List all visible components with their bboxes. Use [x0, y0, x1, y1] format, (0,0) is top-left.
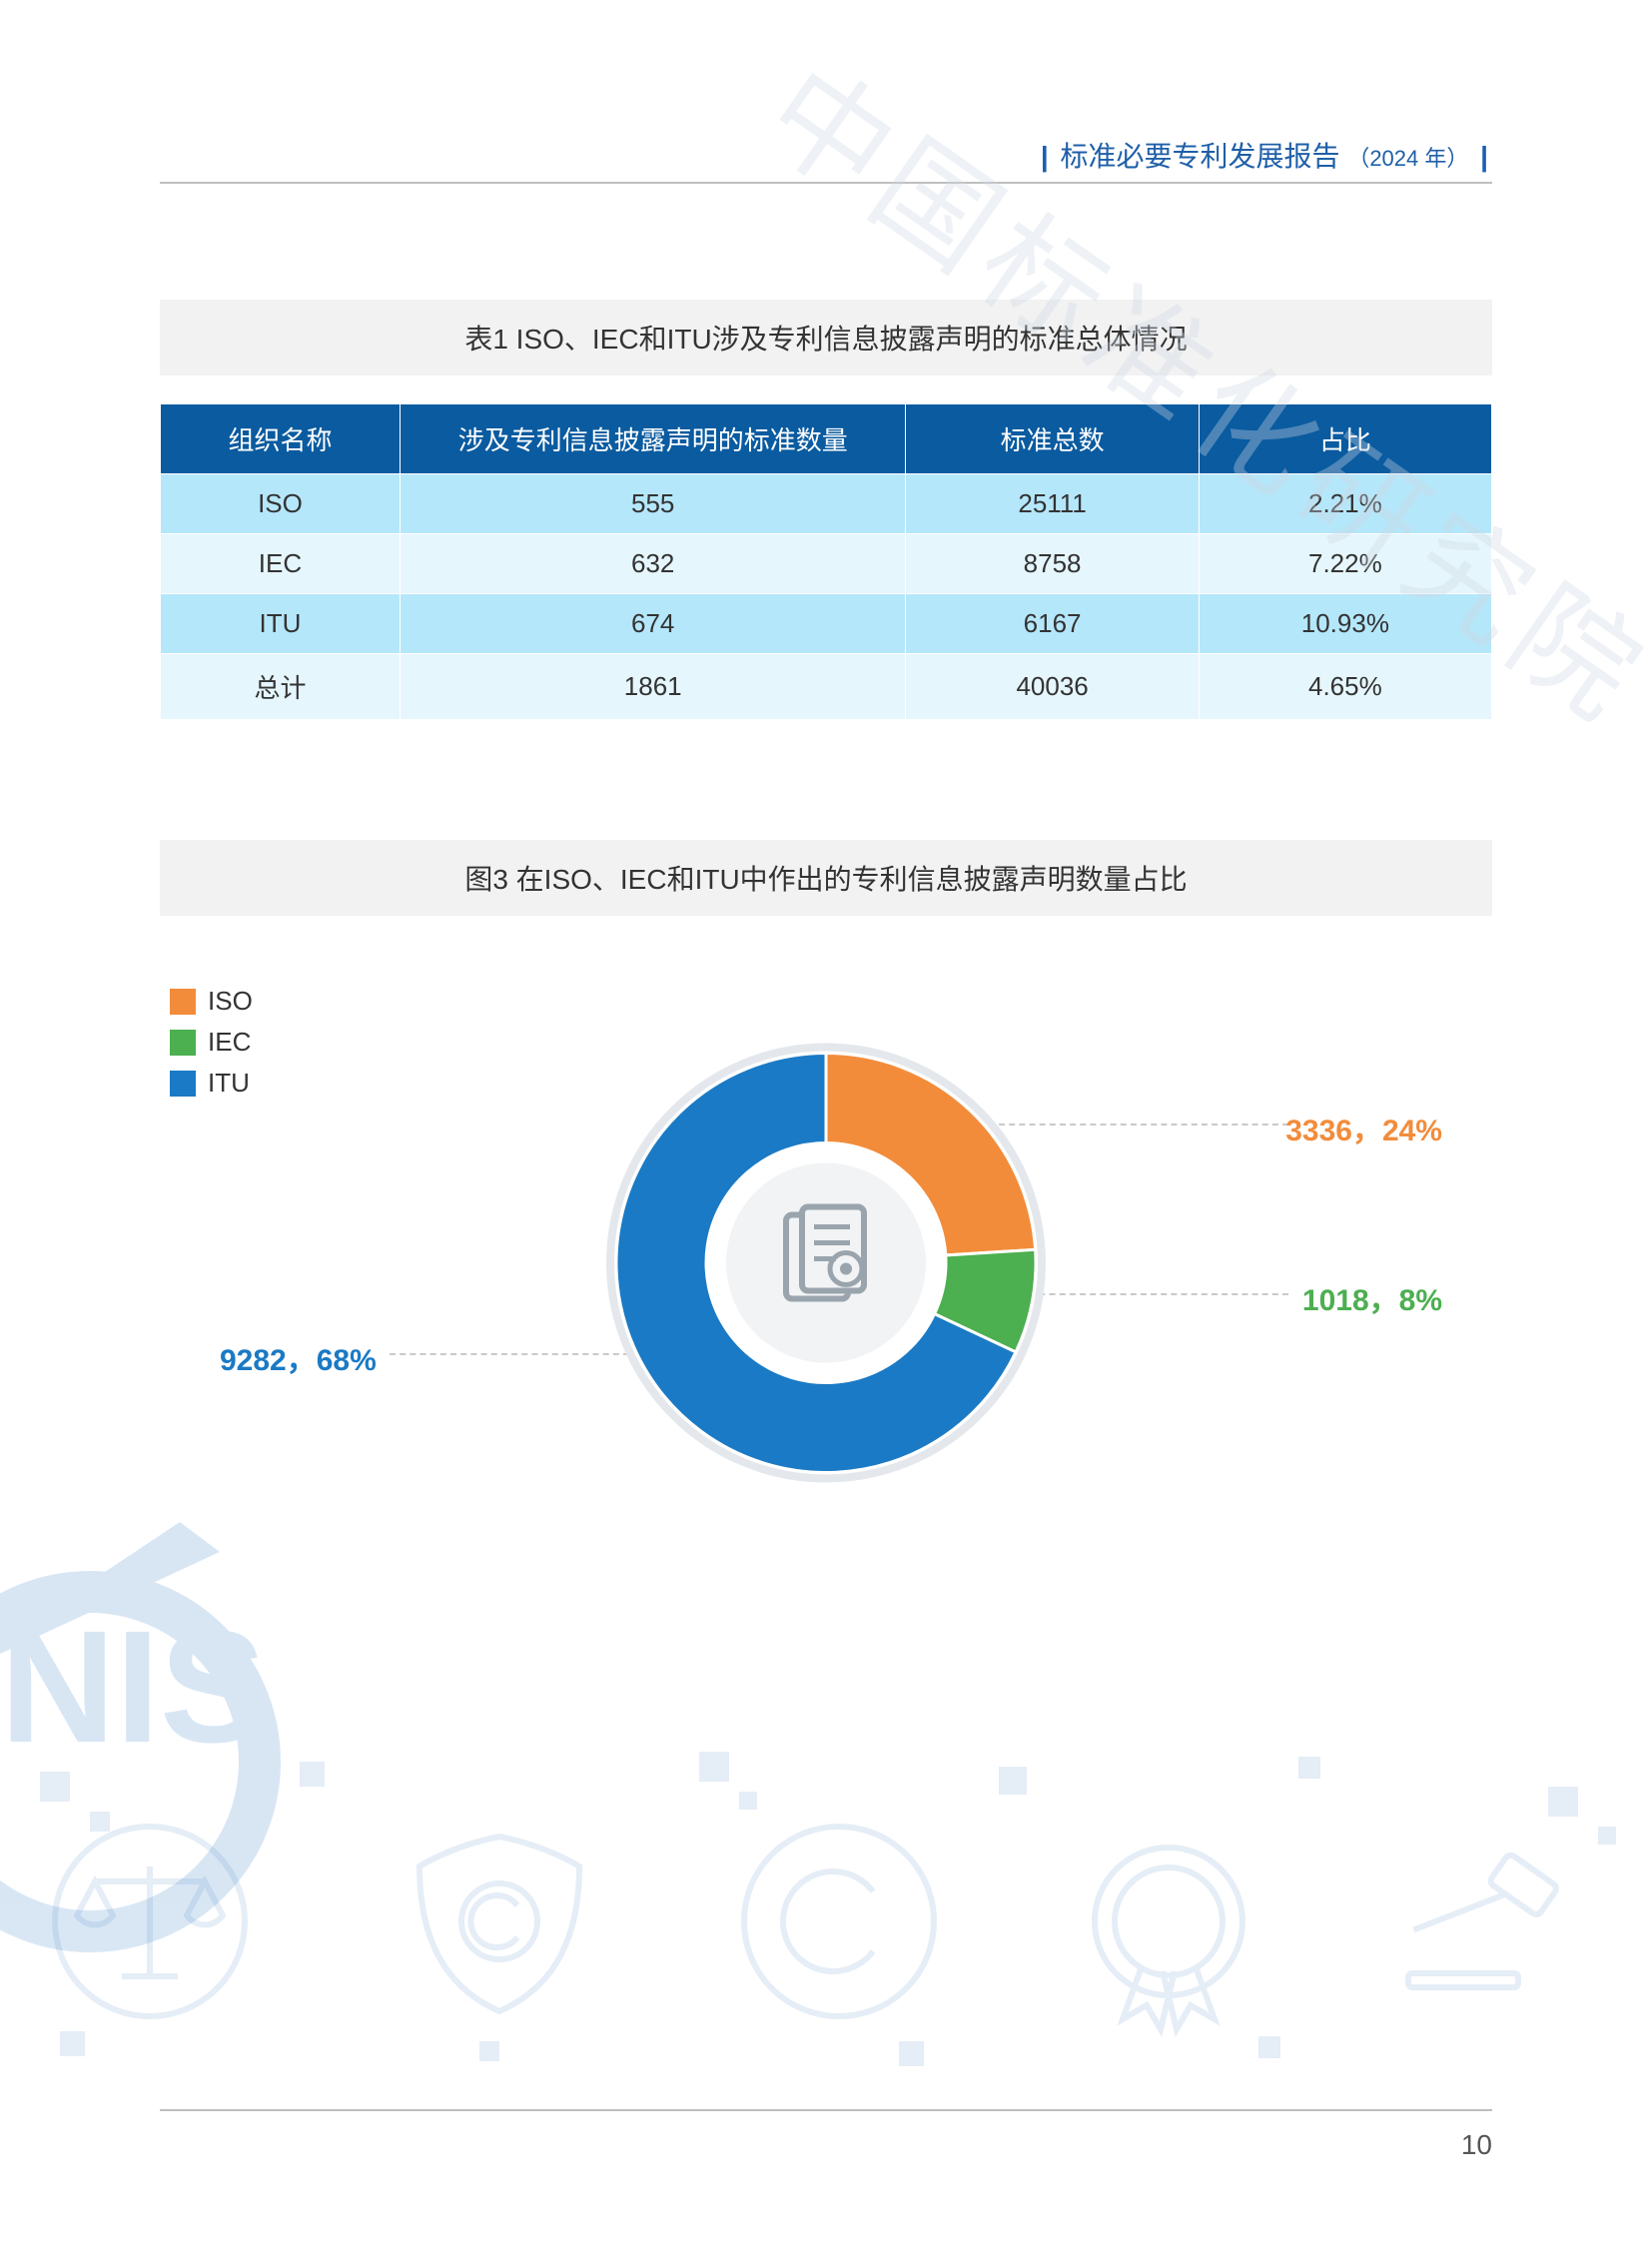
footer-deco-band: [0, 1732, 1652, 2091]
table-row: ITU 674 6167 10.93%: [161, 594, 1492, 654]
table-header-row: 组织名称 涉及专利信息披露声明的标准数量 标准总数 占比: [161, 404, 1492, 474]
header-bar-left: |: [1037, 141, 1053, 172]
table-row: IEC 632 8758 7.22%: [161, 534, 1492, 594]
callout-iec: 1018，8%: [1302, 1275, 1442, 1319]
header-title-text: 标准必要专利发展报告: [1061, 141, 1340, 172]
donut-wrap: [596, 1034, 1056, 1498]
page-number: 10: [1461, 2129, 1492, 2161]
header-bar-right: |: [1476, 141, 1492, 172]
footer-rule: [160, 2109, 1492, 2111]
chart-legend: ISO IEC ITU: [170, 986, 253, 1109]
header-year: （2024 年）: [1347, 146, 1468, 171]
table-row: 总计 1861 40036 4.65%: [161, 654, 1492, 720]
legend-item-itu: ITU: [170, 1068, 253, 1099]
th-decls: 涉及专利信息披露声明的标准数量: [400, 404, 906, 474]
th-org: 组织名称: [161, 404, 401, 474]
page: | 标准必要专利发展报告 （2024 年） | 中国标准化研究院 表1 ISO、…: [0, 0, 1652, 2241]
legend-item-iec: IEC: [170, 1027, 253, 1058]
callout-iso: 3336，24%: [1285, 1106, 1442, 1149]
callout-itu: 9282，68%: [220, 1335, 377, 1379]
standards-table: 组织名称 涉及专利信息披露声明的标准数量 标准总数 占比 ISO 555 251…: [160, 403, 1492, 720]
donut-svg: [596, 1034, 1056, 1493]
page-header-title: | 标准必要专利发展报告 （2024 年） |: [1037, 135, 1492, 175]
legend-swatch-iec: [170, 1030, 196, 1056]
th-pct: 占比: [1199, 404, 1491, 474]
chart-caption: 图3 在ISO、IEC和ITU中作出的专利信息披露声明数量占比: [160, 840, 1492, 916]
legend-item-iso: ISO: [170, 986, 253, 1017]
table-row: ISO 555 25111 2.21%: [161, 474, 1492, 534]
donut-chart: ISO IEC ITU 3336，24% 1018，8% 9282，68%: [160, 956, 1492, 1575]
table-caption: 表1 ISO、IEC和ITU涉及专利信息披露声明的标准总体情况: [160, 300, 1492, 375]
svg-text:NIS: NIS: [0, 1597, 267, 1776]
th-total: 标准总数: [906, 404, 1199, 474]
legend-swatch-iso: [170, 989, 196, 1015]
leader-itu: [390, 1353, 629, 1355]
legend-swatch-itu: [170, 1071, 196, 1097]
header-rule: [160, 182, 1492, 184]
